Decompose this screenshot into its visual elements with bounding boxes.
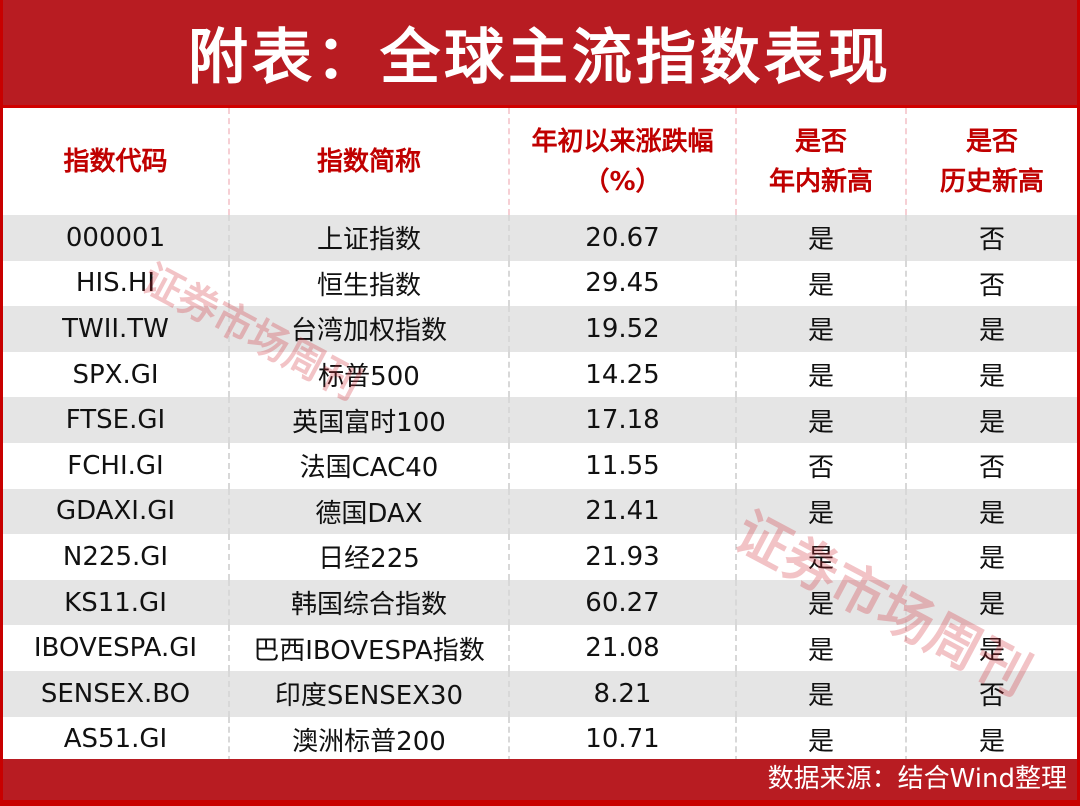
cell-ytd: 20.67 [509,215,737,261]
cell-all-time-high: 是 [906,534,1077,580]
header-line: 历史新高 [939,166,1044,197]
cell-code: SENSEX.BO [3,670,230,717]
cell-ytd: 21.08 [509,625,737,671]
cell-code: FCHI.GI [3,442,230,489]
cell-name: 韩国综合指数 [229,579,510,626]
cell-all-time-high: 是 [906,397,1077,443]
cell-year-high: 是 [736,534,907,580]
header-year-high: 是否 年内新高 [736,108,907,215]
cell-ytd: 17.18 [509,397,737,443]
cell-name: 印度SENSEX30 [229,670,510,717]
cell-code: AS51.GI [3,716,230,763]
cell-year-high: 是 [736,716,907,763]
cell-code: SPX.GI [3,351,230,398]
table-row: SPX.GI 标普500 14.25 是是 [3,351,1077,398]
cell-year-high: 是 [736,488,907,535]
cell-all-time-high: 否 [906,670,1077,717]
cell-ytd: 10.71 [509,716,737,763]
header-line: 是否 [794,126,847,157]
header-line: （%） [583,166,662,197]
cell-year-high: 是 [736,579,907,626]
cell-ytd: 14.25 [509,351,737,398]
cell-all-time-high: 是 [906,579,1077,626]
cell-name: 标普500 [229,351,510,398]
table-row: TWII.TW 台湾加权指数 19.52 是是 [3,306,1077,352]
cell-name: 日经225 [229,534,510,580]
table-row: GDAXI.GI 德国DAX 21.41 是是 [3,488,1077,535]
cell-code: 000001 [3,215,230,261]
cell-ytd: 19.52 [509,306,737,352]
cell-all-time-high: 是 [906,625,1077,671]
table-row: HIS.HI 恒生指数 29.45 是否 [3,260,1077,307]
cell-name: 德国DAX [229,488,510,535]
page-title: 附表：全球主流指数表现 [3,0,1077,108]
table-row: FTSE.GI 英国富时100 17.18 是是 [3,397,1077,443]
cell-year-high: 是 [736,670,907,717]
cell-all-time-high: 否 [906,442,1077,489]
cell-year-high: 是 [736,397,907,443]
cell-all-time-high: 是 [906,488,1077,535]
cell-name: 巴西IBOVESPA指数 [229,625,510,671]
table-row: KS11.GI 韩国综合指数 60.27 是是 [3,579,1077,626]
cell-all-time-high: 否 [906,215,1077,261]
header-index-code: 指数代码 [3,108,230,215]
table-row: N225.GI 日经225 21.93 是是 [3,534,1077,580]
index-table: 指数代码 指数简称 年初以来涨跌幅 （%） 是否 年内新高 是否 历史新高 000001 上证指… [3,108,1077,763]
cell-year-high: 是 [736,625,907,671]
table-row: 000001 上证指数 20.67 是否 [3,215,1077,261]
table-row: AS51.GI 澳洲标普200 10.71 是是 [3,716,1077,763]
cell-code: HIS.HI [3,260,230,307]
cell-code: TWII.TW [3,306,230,352]
cell-code: IBOVESPA.GI [3,625,230,671]
cell-all-time-high: 是 [906,351,1077,398]
cell-name: 恒生指数 [229,260,510,307]
cell-year-high: 否 [736,442,907,489]
header-index-name: 指数简称 [229,108,510,215]
cell-code: KS11.GI [3,579,230,626]
cell-ytd: 60.27 [509,579,737,626]
header-line: 年内新高 [768,166,873,197]
cell-year-high: 是 [736,351,907,398]
header-line: 是否 [965,126,1018,157]
cell-name: 英国富时100 [229,397,510,443]
table-row: IBOVESPA.GI 巴西IBOVESPA指数 21.08 是是 [3,625,1077,671]
header-all-time-high: 是否 历史新高 [906,108,1077,215]
header-ytd-change: 年初以来涨跌幅 （%） [509,108,737,215]
header-line: 年初以来涨跌幅 [531,126,714,157]
cell-year-high: 是 [736,260,907,307]
table-row: FCHI.GI 法国CAC40 11.55 否否 [3,442,1077,489]
data-source-footer: 数据来源：结合Wind整理 [3,759,1077,803]
header-line: 指数简称 [316,146,421,177]
cell-ytd: 21.41 [509,488,737,535]
table-row: SENSEX.BO 印度SENSEX30 8.21 是否 [3,670,1077,717]
cell-all-time-high: 是 [906,306,1077,352]
cell-year-high: 是 [736,306,907,352]
cell-name: 澳洲标普200 [229,716,510,763]
cell-name: 法国CAC40 [229,442,510,489]
cell-ytd: 11.55 [509,442,737,489]
cell-ytd: 8.21 [509,670,737,717]
cell-code: N225.GI [3,534,230,580]
cell-name: 台湾加权指数 [229,306,510,352]
cell-ytd: 21.93 [509,534,737,580]
cell-all-time-high: 否 [906,260,1077,307]
cell-ytd: 29.45 [509,260,737,307]
cell-year-high: 是 [736,215,907,261]
cell-all-time-high: 是 [906,716,1077,763]
header-row: 指数代码 指数简称 年初以来涨跌幅 （%） 是否 年内新高 是否 历史新高 [3,108,1077,215]
cell-code: FTSE.GI [3,397,230,443]
cell-code: GDAXI.GI [3,488,230,535]
header-line: 指数代码 [63,146,168,177]
cell-name: 上证指数 [229,215,510,261]
